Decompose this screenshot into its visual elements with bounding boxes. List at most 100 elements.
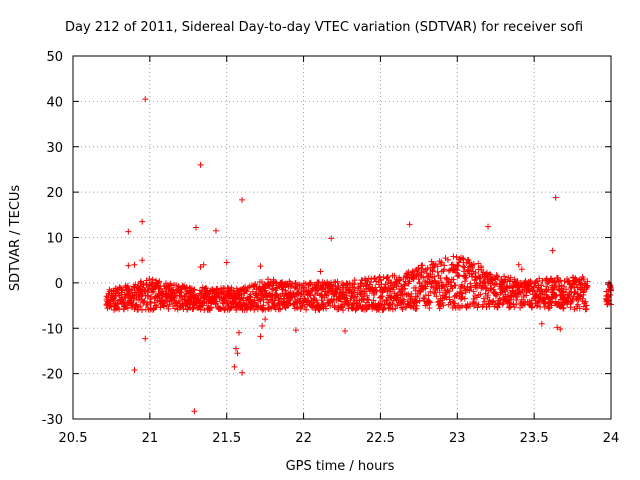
- outlier-point: [200, 261, 207, 268]
- outlier-point: [191, 408, 198, 415]
- y-tick-label: -20: [42, 368, 63, 383]
- band-point: [506, 300, 513, 307]
- band-point: [124, 305, 131, 312]
- outlier-point: [292, 327, 299, 334]
- band-point: [523, 292, 530, 299]
- band-point: [265, 276, 272, 283]
- band-point: [400, 296, 407, 303]
- band-point: [262, 306, 269, 313]
- band-point: [437, 275, 444, 282]
- band-point: [233, 306, 240, 313]
- band-point: [514, 277, 521, 284]
- band-point: [191, 286, 198, 293]
- band-point: [458, 290, 465, 297]
- band-point: [466, 287, 473, 294]
- band-point: [469, 264, 476, 271]
- band-point: [440, 267, 447, 274]
- band-point: [563, 286, 570, 293]
- band-point: [470, 261, 477, 268]
- band-point: [427, 288, 434, 295]
- band-point: [141, 297, 148, 304]
- x-tick-labels: 20.5 21 21.5 22 22.5 23 23.5 24: [59, 431, 620, 446]
- band-point: [584, 283, 591, 290]
- band-point: [477, 274, 484, 281]
- band-point: [484, 274, 491, 281]
- band-point: [429, 268, 436, 275]
- band-point: [461, 284, 468, 291]
- band-point: [183, 284, 190, 291]
- y-tick-label: 10: [46, 232, 63, 247]
- band-point: [465, 266, 472, 273]
- band-point: [385, 284, 392, 291]
- band-point: [268, 285, 275, 292]
- band-point: [377, 294, 384, 301]
- x-axis-label: GPS time / hours: [286, 459, 395, 474]
- band-point: [470, 296, 477, 303]
- grid-lines: [73, 56, 611, 419]
- data-points: [103, 96, 614, 415]
- band-point: [135, 297, 142, 304]
- band-point: [346, 301, 353, 308]
- outlier-point: [552, 194, 559, 201]
- band-point: [399, 306, 406, 313]
- band-point: [435, 281, 442, 288]
- band-point: [486, 297, 493, 304]
- band-point: [277, 305, 284, 312]
- band-point: [150, 288, 157, 295]
- band-point: [482, 284, 489, 291]
- band-point: [272, 279, 279, 286]
- band-point: [420, 274, 427, 281]
- outlier-point: [554, 324, 561, 331]
- band-point: [257, 298, 264, 305]
- band-point: [386, 305, 393, 312]
- band-point: [530, 283, 537, 290]
- y-axis-label: SDTVAR / TECUs: [8, 185, 23, 292]
- x-tick-label: 22: [295, 431, 312, 446]
- band-point: [153, 303, 160, 310]
- band-point: [571, 289, 578, 296]
- outlier-point: [142, 96, 149, 103]
- band-point: [384, 273, 391, 280]
- band-point: [217, 306, 224, 313]
- band-point: [580, 276, 587, 283]
- band-point: [200, 300, 207, 307]
- band-point: [426, 305, 433, 312]
- band-point: [371, 275, 378, 282]
- band-point: [387, 285, 394, 292]
- outlier-point: [538, 320, 545, 327]
- band-point: [575, 296, 582, 303]
- band-point: [377, 277, 384, 284]
- band-point: [574, 301, 581, 308]
- band-point: [514, 293, 521, 300]
- band-point: [477, 291, 484, 298]
- band-point: [494, 273, 501, 280]
- band-point: [291, 301, 298, 308]
- band-point: [446, 296, 453, 303]
- band-point: [472, 300, 479, 307]
- band-point: [449, 261, 456, 268]
- band-point: [533, 303, 540, 310]
- y-tick-label: -10: [42, 322, 63, 337]
- outlier-point: [131, 366, 138, 373]
- band-point: [351, 277, 358, 284]
- y-tick-label: 30: [46, 141, 63, 156]
- band-point: [406, 278, 413, 285]
- band-point: [281, 303, 288, 310]
- band-point: [340, 281, 347, 288]
- band-point: [152, 302, 159, 309]
- band-point: [557, 277, 564, 284]
- band-point: [479, 283, 486, 290]
- outlier-point: [557, 326, 564, 333]
- band-point: [552, 298, 559, 305]
- band-point: [413, 305, 420, 312]
- band-point: [364, 292, 371, 299]
- band-point: [487, 271, 494, 278]
- x-tick-label: 21.5: [212, 431, 241, 446]
- band-point: [481, 298, 488, 305]
- band-point: [325, 282, 332, 289]
- band-point: [329, 299, 336, 306]
- outlier-point: [549, 247, 556, 254]
- y-tick-label: 50: [46, 50, 63, 65]
- band-point: [463, 274, 470, 281]
